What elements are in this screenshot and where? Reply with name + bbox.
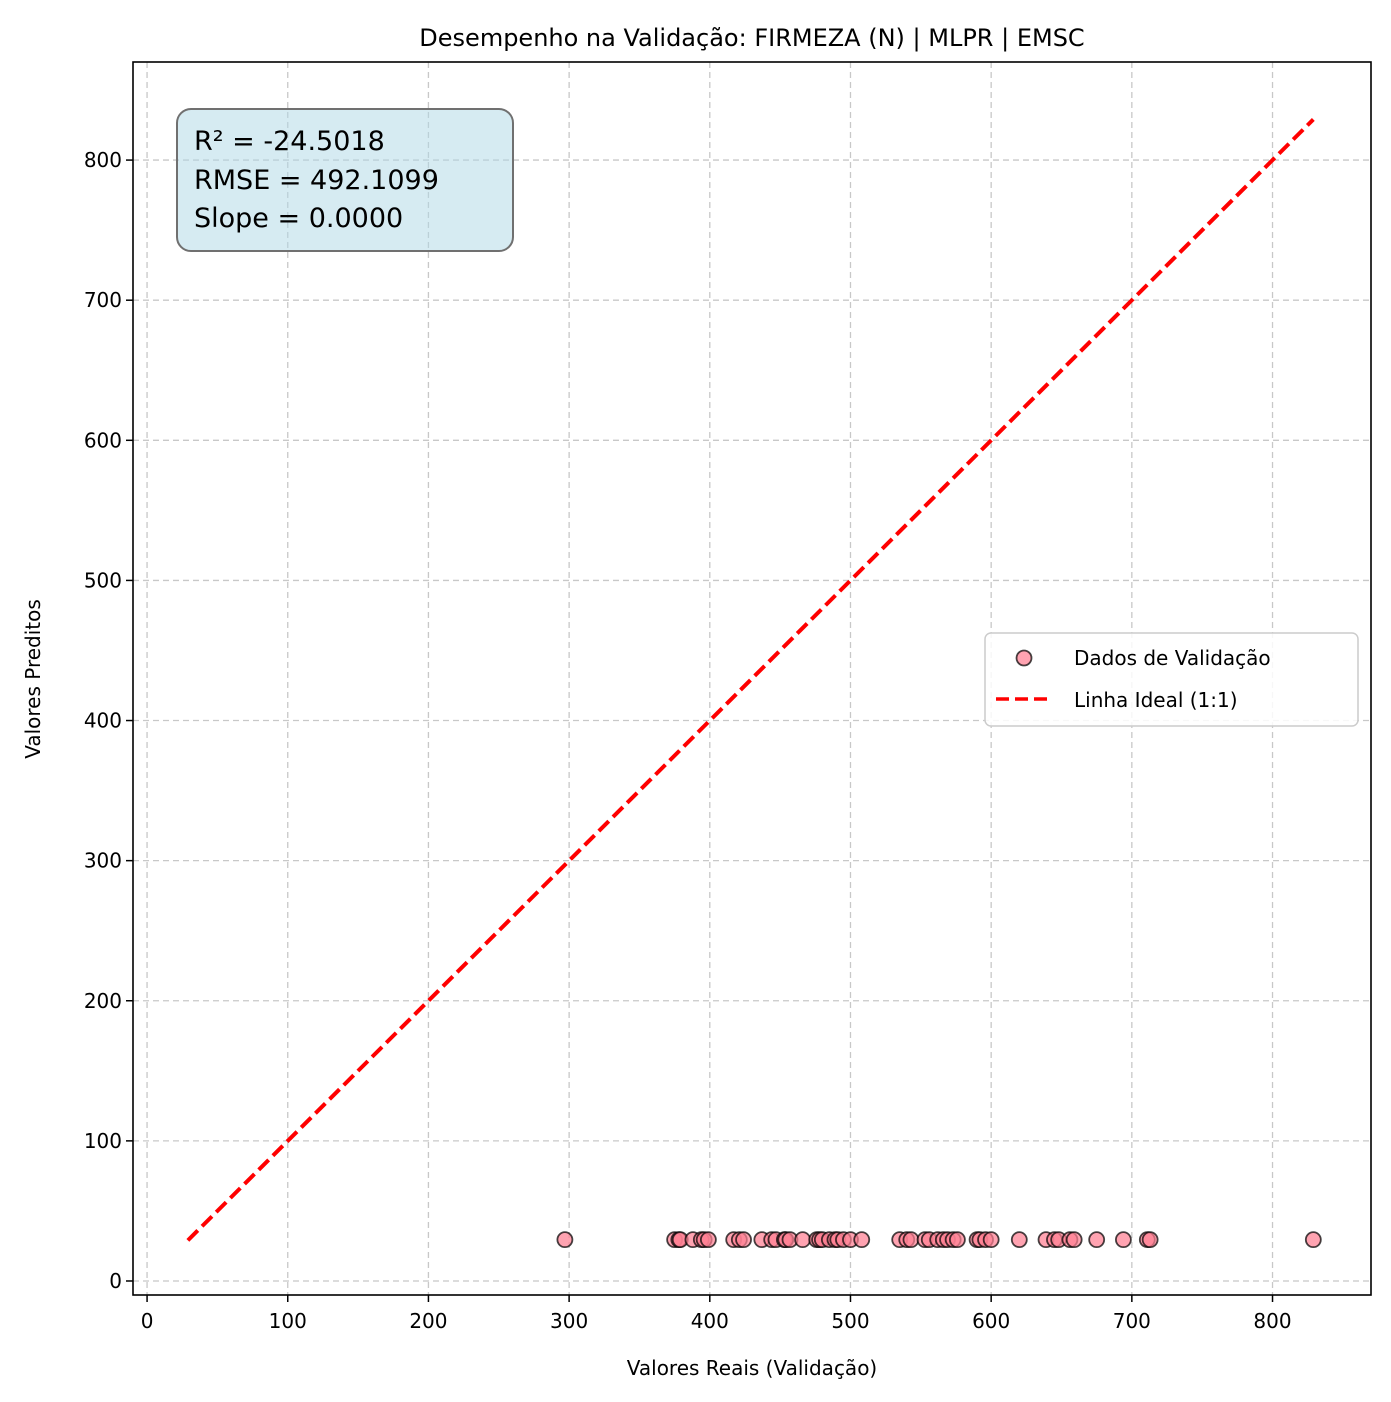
y-tick-label: 600 <box>84 428 122 452</box>
x-axis-label: Valores Reais (Validação) <box>627 1356 877 1380</box>
grid <box>133 62 1371 1295</box>
legend-scatter-marker <box>1015 649 1033 667</box>
data-point <box>699 1231 717 1249</box>
data-point <box>1088 1231 1106 1249</box>
x-tick-label: 0 <box>141 1309 154 1333</box>
data-point <box>794 1231 812 1249</box>
y-axis-label: Valores Preditos <box>21 599 45 759</box>
data-point <box>902 1231 920 1249</box>
y-tick-label: 500 <box>84 568 122 592</box>
chart-title: Desempenho na Validação: FIRMEZA (N) | M… <box>419 24 1084 52</box>
x-tick-label: 300 <box>550 1309 588 1333</box>
data-point <box>1010 1231 1028 1249</box>
y-tick-label: 700 <box>84 288 122 312</box>
x-tick-label: 400 <box>691 1309 729 1333</box>
metrics-box: R² = -24.5018 RMSE = 492.1099 Slope = 0.… <box>176 108 514 252</box>
data-point <box>982 1231 1000 1249</box>
data-point <box>948 1231 966 1249</box>
ideal-line <box>186 118 1315 1242</box>
points-layer <box>556 1231 1322 1249</box>
x-tick-label: 200 <box>409 1309 447 1333</box>
x-tick-label: 600 <box>972 1309 1010 1333</box>
y-tick-label: 800 <box>84 148 122 172</box>
data-point <box>1304 1231 1322 1249</box>
metric-r2: R² = -24.5018 <box>194 126 385 157</box>
legend-box <box>984 632 1359 727</box>
x-tick-label: 800 <box>1253 1309 1291 1333</box>
data-point <box>1141 1231 1159 1249</box>
y-tick-label: 200 <box>84 989 122 1013</box>
data-point <box>556 1231 574 1249</box>
y-tick-label: 0 <box>109 1269 122 1293</box>
metrics-box-background <box>176 108 514 252</box>
y-tick-label: 100 <box>84 1129 122 1153</box>
legend: Dados de Validação Linha Ideal (1:1) <box>984 632 1359 727</box>
y-tick-label: 300 <box>84 849 122 873</box>
y-tick-label: 400 <box>84 709 122 733</box>
plot-frame <box>132 61 1372 1296</box>
ideal-line-layer <box>186 118 1315 1242</box>
data-point <box>1115 1231 1132 1249</box>
metric-rmse: RMSE = 492.1099 <box>194 165 439 196</box>
data-point <box>853 1231 871 1249</box>
x-tick-label: 700 <box>1113 1309 1151 1333</box>
legend-label-validation: Dados de Validação <box>1074 646 1271 670</box>
data-point <box>1065 1231 1083 1249</box>
data-point <box>735 1231 752 1249</box>
x-tick-label: 100 <box>269 1309 307 1333</box>
metric-slope: Slope = 0.0000 <box>194 203 403 234</box>
x-tick-label: 500 <box>831 1309 869 1333</box>
ticks: 0 100 200 300 400 500 600 700 800 0 100 200 300 400 50… <box>84 148 1292 1333</box>
legend-label-ideal: Linha Ideal (1:1) <box>1074 688 1238 712</box>
